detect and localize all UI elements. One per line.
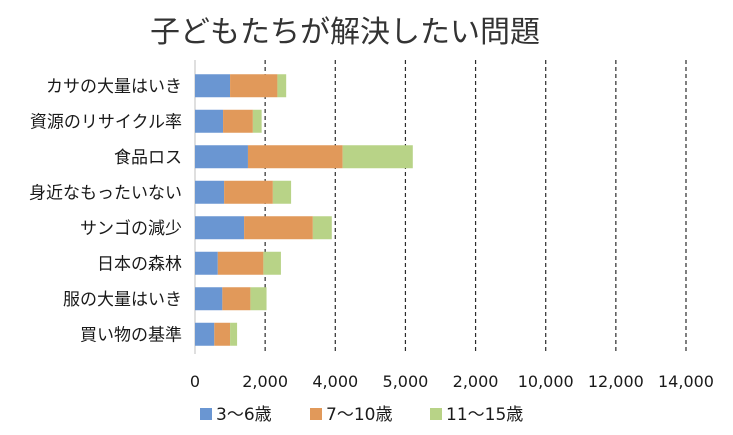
bar-segment bbox=[230, 74, 278, 98]
bar-segment bbox=[195, 287, 223, 311]
category-label: サンゴの減少 bbox=[80, 218, 182, 239]
bar-segment bbox=[195, 145, 248, 169]
x-tick-labels: 0 2,000 4,000 5,000 2,000 10,000 12,000 14,000 bbox=[190, 372, 714, 391]
bar-segment bbox=[224, 180, 273, 204]
category-label: カサの大量はいき bbox=[46, 77, 182, 97]
x-tick-label: 4,000 bbox=[312, 372, 358, 391]
bar-segment bbox=[247, 145, 343, 169]
bar-segment bbox=[312, 216, 332, 240]
bar-segment bbox=[263, 251, 281, 275]
bar-segment bbox=[195, 251, 218, 275]
bar-segment bbox=[195, 180, 225, 204]
bar-segment bbox=[217, 251, 264, 275]
bar-segment bbox=[222, 287, 251, 311]
bar-segment bbox=[277, 74, 287, 98]
bars bbox=[195, 74, 413, 346]
x-tick-label: 5,000 bbox=[383, 372, 429, 391]
category-label: 買い物の基準 bbox=[80, 325, 182, 345]
category-label: 身近なもったいない bbox=[29, 183, 182, 203]
category-label: 資源のリサイクル率 bbox=[30, 112, 182, 132]
bar-segment bbox=[195, 322, 215, 346]
bar-segment bbox=[342, 145, 413, 169]
x-tick-label: 0 bbox=[190, 372, 200, 391]
bar-segment bbox=[252, 109, 262, 133]
category-label: 服の大量はいき bbox=[63, 290, 182, 310]
bar-segment bbox=[223, 109, 253, 133]
x-tick-label: 2,000 bbox=[453, 372, 499, 391]
category-label: 食品ロス bbox=[114, 148, 182, 168]
legend: 3〜6歳 7〜10歳 11〜15歳 bbox=[200, 405, 523, 425]
legend-swatch bbox=[430, 408, 442, 420]
bar-segment bbox=[195, 74, 231, 98]
bar-segment bbox=[195, 216, 245, 240]
bar-segment bbox=[195, 109, 224, 133]
bar-segment bbox=[272, 180, 292, 204]
grid-lines bbox=[194, 60, 687, 354]
x-tick-label: 10,000 bbox=[518, 372, 574, 391]
legend-label: 7〜10歳 bbox=[326, 405, 392, 425]
legend-label: 11〜15歳 bbox=[446, 405, 523, 425]
bar-segment bbox=[244, 216, 313, 240]
legend-label: 3〜6歳 bbox=[216, 405, 272, 425]
category-labels: カサの大量はいき資源のリサイクル率食品ロス身近なもったいないサンゴの減少日本の森… bbox=[29, 77, 182, 346]
x-tick-label: 14,000 bbox=[658, 372, 714, 391]
bar-segment bbox=[230, 322, 238, 346]
legend-swatch bbox=[200, 408, 212, 420]
bar-segment bbox=[214, 322, 231, 346]
bar-segment bbox=[250, 287, 267, 311]
category-label: 日本の森林 bbox=[97, 254, 182, 274]
x-tick-label: 2,000 bbox=[242, 372, 288, 391]
chart-title: 子どもたちが解決したい問題 bbox=[150, 15, 540, 50]
x-tick-label: 12,000 bbox=[588, 372, 644, 391]
legend-swatch bbox=[310, 408, 322, 420]
